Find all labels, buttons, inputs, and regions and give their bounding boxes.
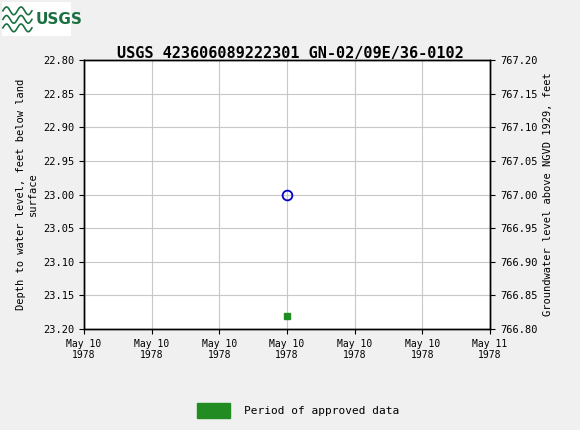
Text: USGS 423606089222301 GN-02/09E/36-0102: USGS 423606089222301 GN-02/09E/36-0102: [117, 46, 463, 61]
Bar: [2, 2, 71, 37]
Y-axis label: Depth to water level, feet below land
surface: Depth to water level, feet below land su…: [16, 79, 38, 310]
Bar: [197, 403, 230, 418]
Text: USGS: USGS: [36, 12, 83, 27]
Y-axis label: Groundwater level above NGVD 1929, feet: Groundwater level above NGVD 1929, feet: [543, 73, 553, 316]
Text: Period of approved data: Period of approved data: [244, 405, 399, 416]
